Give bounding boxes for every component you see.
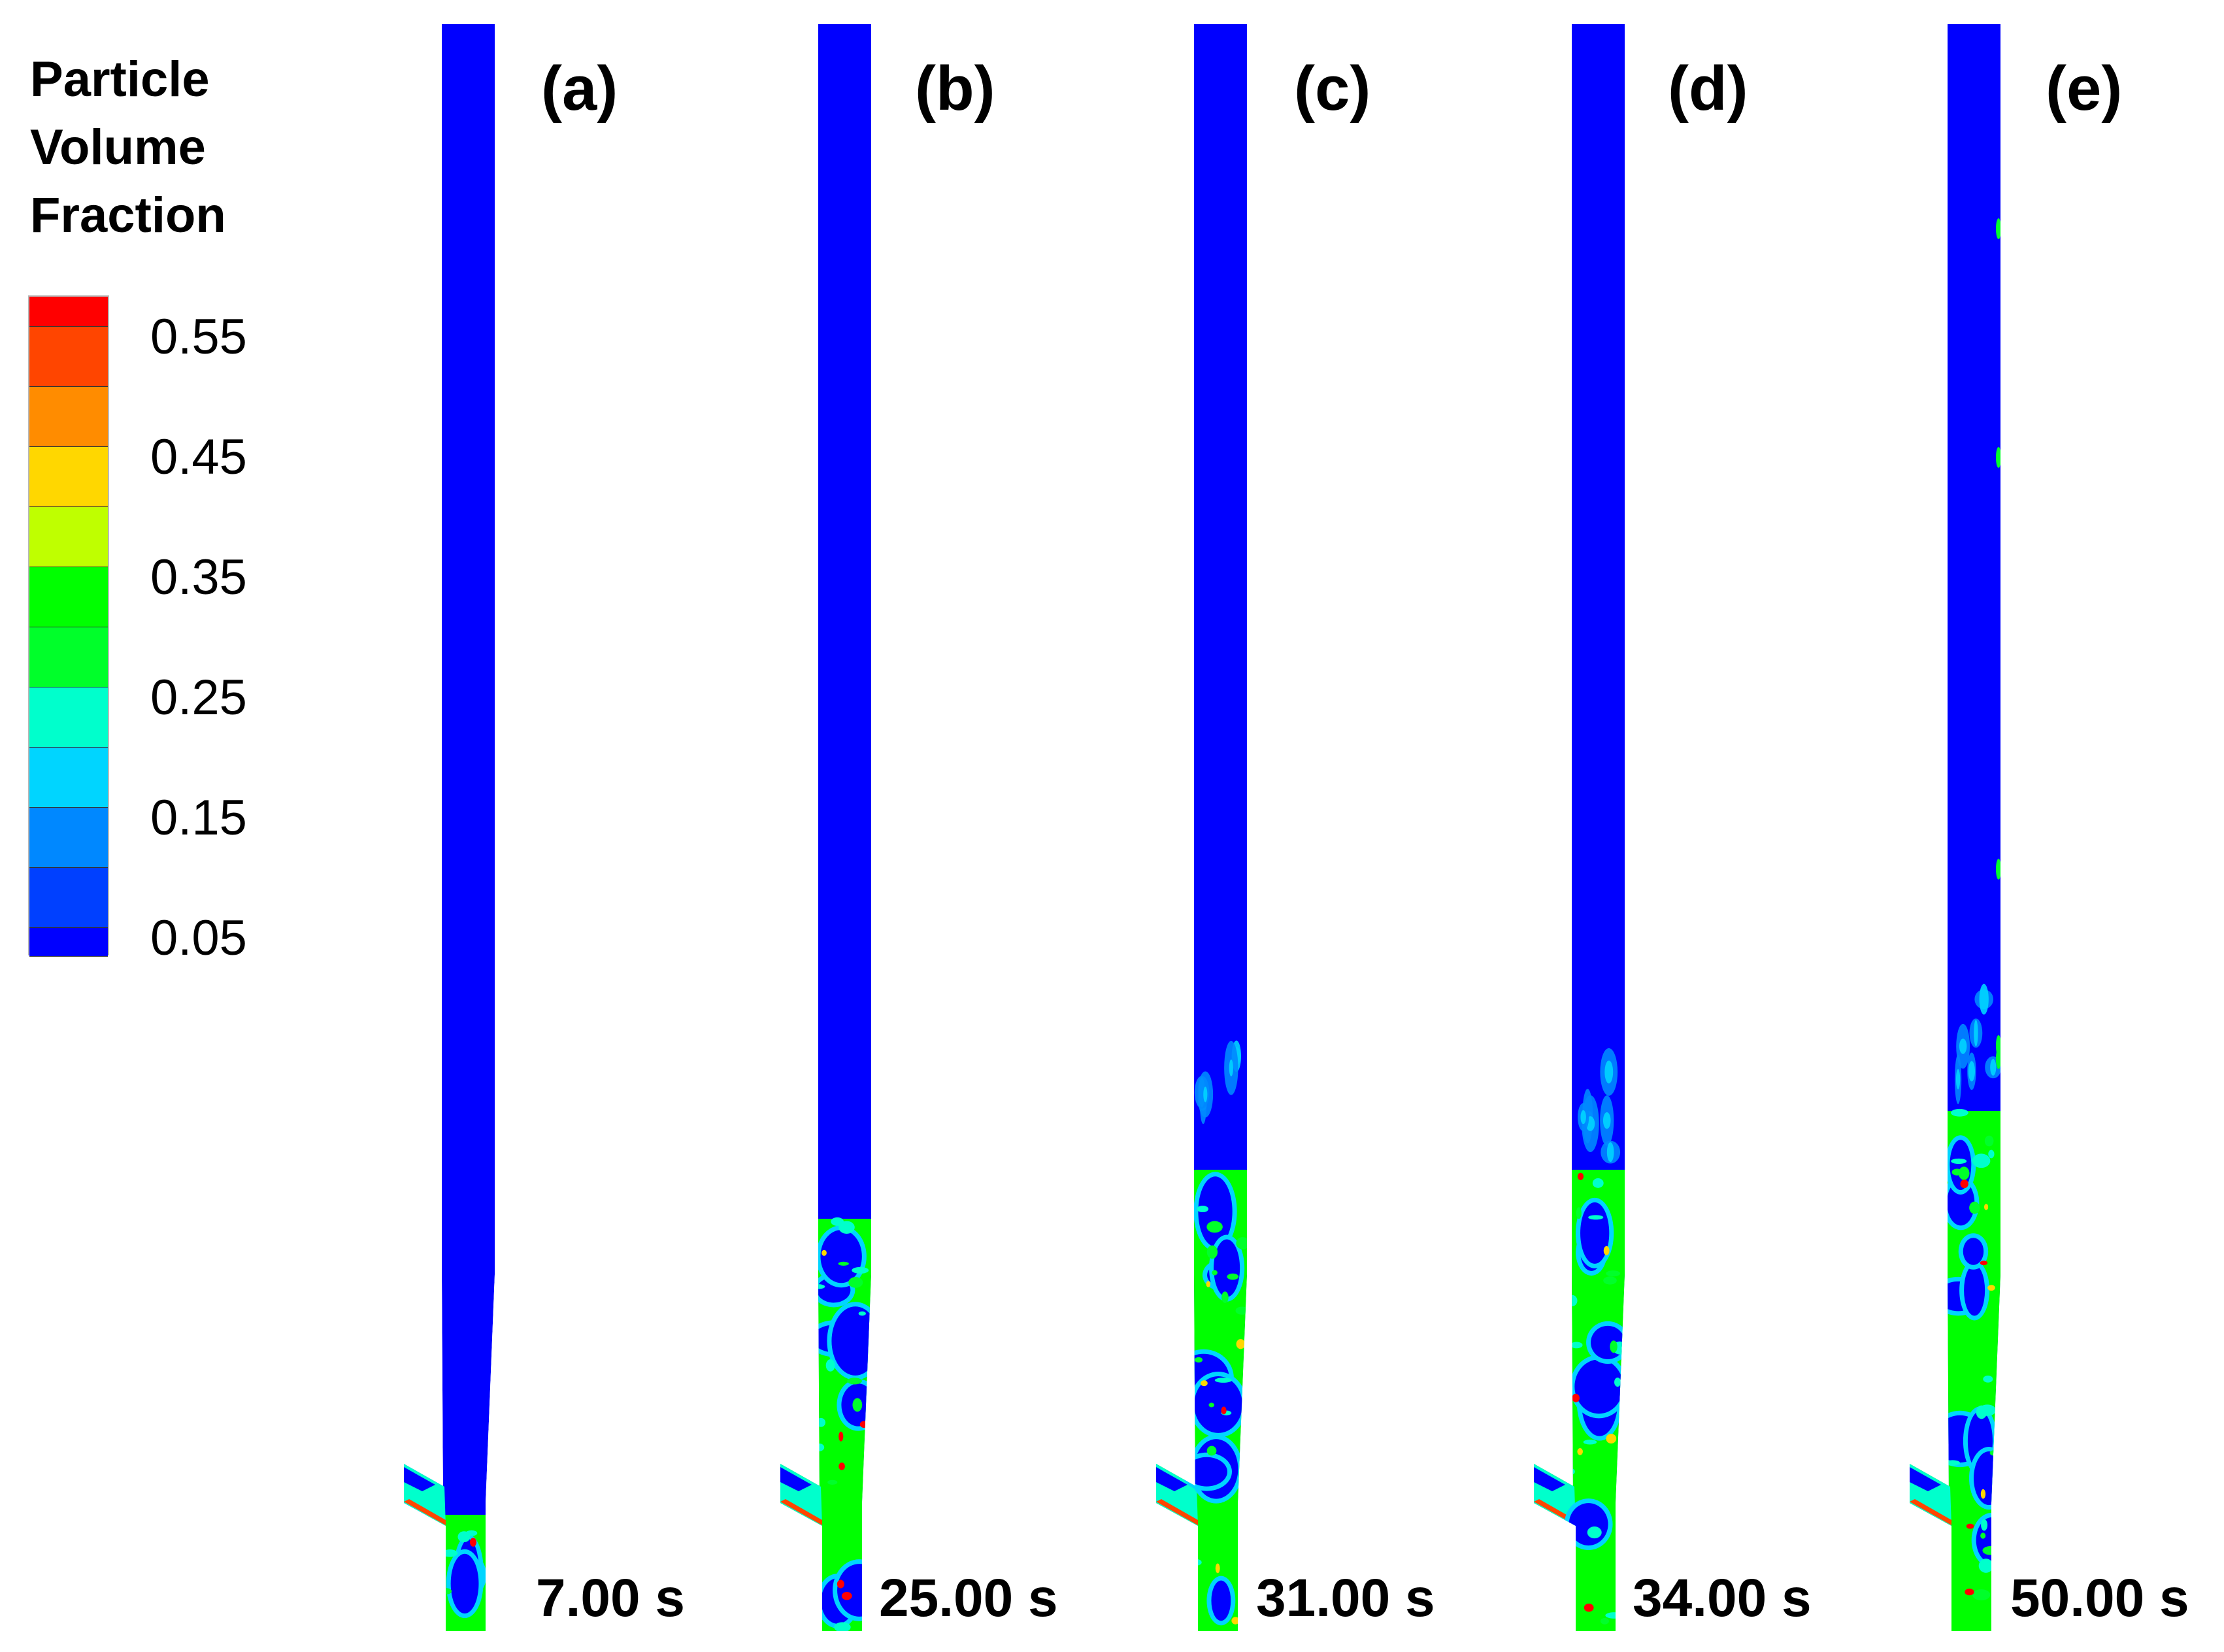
riser-column-d: [1534, 24, 1625, 1631]
colorbar-segment: [29, 567, 108, 627]
colorbar-segment: [29, 928, 108, 957]
colorbar-tick: 0.35: [150, 550, 247, 605]
legend-title-line: Fraction: [30, 188, 226, 243]
riser-column-a: [404, 24, 495, 1631]
colorbar-segment: [29, 387, 108, 447]
colorbar-tick: 0.25: [150, 670, 247, 725]
panel-label-c: (c): [1294, 54, 1371, 124]
time-label-e: 50.00 s: [2010, 1568, 2189, 1628]
colorbar-segment: [29, 627, 108, 687]
panel-label-b: (b): [915, 54, 995, 124]
colorbar-tick: 0.05: [150, 910, 247, 966]
colorbar-segment: [29, 507, 108, 567]
panel-label-e: (e): [2046, 54, 2123, 124]
colorbar-segment: [29, 808, 108, 868]
colorbar-tick: 0.55: [150, 309, 247, 365]
time-label-a: 7.00 s: [536, 1568, 685, 1628]
riser-column-b: [780, 24, 871, 1631]
time-label-b: 25.00 s: [879, 1568, 1058, 1628]
colorbar-segment: [29, 447, 108, 507]
riser-column-e: [1910, 24, 2000, 1631]
legend-title-line: Volume: [30, 120, 206, 175]
colorbar-segment: [29, 868, 108, 928]
time-label-d: 34.00 s: [1633, 1568, 1812, 1628]
panel-label-d: (d): [1668, 54, 1748, 124]
colorbar-segment: [29, 748, 108, 808]
riser-column-c: [1156, 24, 1247, 1631]
colorbar: [28, 295, 109, 957]
legend-title: Particle Volume Fraction: [30, 46, 226, 250]
colorbar-segment: [29, 297, 108, 327]
colorbar-segment: [29, 327, 108, 387]
colorbar-tick: 0.15: [150, 790, 247, 846]
time-label-c: 31.00 s: [1256, 1568, 1435, 1628]
legend-title-line: Particle: [30, 52, 210, 107]
colorbar-tick: 0.45: [150, 429, 247, 485]
panel-label-a: (a): [541, 54, 618, 124]
colorbar-segment: [29, 687, 108, 748]
